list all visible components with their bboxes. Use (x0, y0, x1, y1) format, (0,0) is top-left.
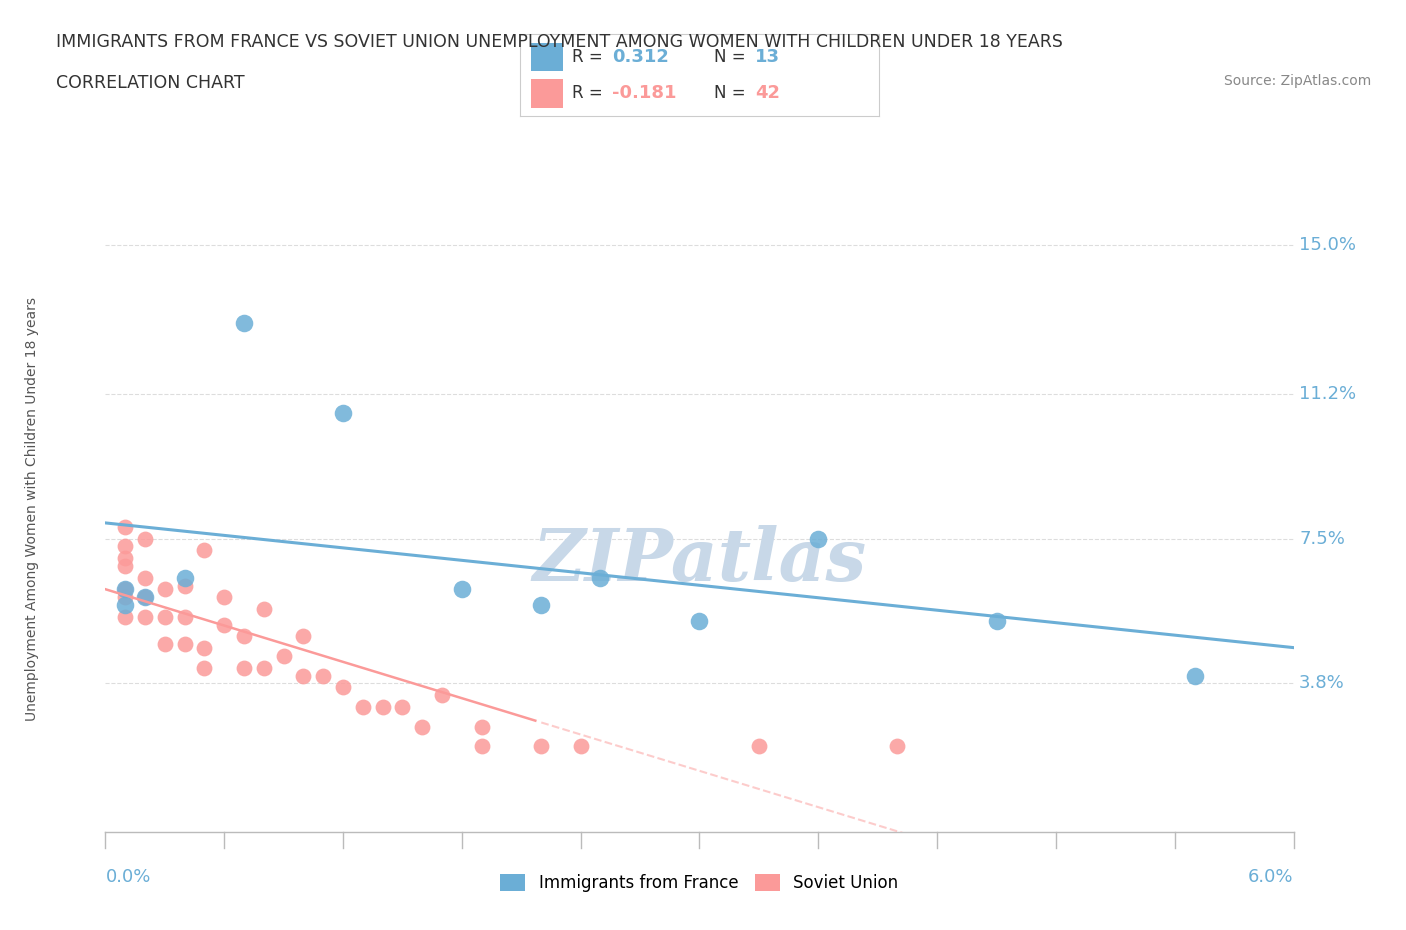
Text: N =: N = (714, 47, 751, 65)
Point (114, 598, 136, 613)
Point (332, 405, 354, 420)
Point (134, 570, 156, 585)
Text: -0.181: -0.181 (612, 85, 676, 102)
Point (173, 570, 195, 585)
Text: Source: ZipAtlas.com: Source: ZipAtlas.com (1223, 74, 1371, 88)
Point (214, 590, 236, 604)
Point (114, 519, 136, 534)
Text: 7.5%: 7.5% (1299, 529, 1346, 548)
Point (689, 614, 711, 629)
Point (153, 637, 176, 652)
Point (193, 641, 215, 656)
Bar (531, 43, 564, 72)
Text: IMMIGRANTS FROM FRANCE VS SOVIET UNION UNEMPLOYMENT AMONG WOMEN WITH CHILDREN UN: IMMIGRANTS FROM FRANCE VS SOVIET UNION U… (56, 33, 1063, 50)
Point (807, 531, 830, 546)
Point (193, 543, 215, 558)
Point (430, 688, 453, 703)
Text: CORRELATION CHART: CORRELATION CHART (56, 74, 245, 92)
Point (233, 315, 256, 330)
Text: ZIPatlas: ZIPatlas (533, 525, 866, 596)
Point (253, 660, 276, 675)
Bar (531, 79, 564, 108)
Text: 3.8%: 3.8% (1299, 674, 1346, 693)
Point (114, 582, 136, 597)
Text: R =: R = (572, 85, 609, 102)
Point (986, 614, 1008, 629)
Point (173, 609, 195, 624)
Point (153, 609, 176, 624)
Point (748, 738, 770, 753)
Text: Unemployment Among Women with Children Under 18 years: Unemployment Among Women with Children U… (25, 298, 39, 721)
Point (292, 629, 315, 644)
Point (312, 669, 335, 684)
Point (114, 551, 136, 565)
Text: 15.0%: 15.0% (1299, 236, 1357, 254)
Legend: Immigrants from France, Soviet Union: Immigrants from France, Soviet Union (494, 867, 905, 898)
Point (371, 699, 394, 714)
Point (1184, 669, 1206, 684)
Point (273, 648, 295, 663)
Point (114, 559, 136, 574)
Point (134, 609, 156, 624)
Text: 11.2%: 11.2% (1299, 385, 1357, 403)
Point (471, 719, 494, 734)
Point (569, 738, 592, 753)
Point (886, 738, 908, 753)
Point (114, 582, 136, 597)
Point (233, 629, 256, 644)
Point (134, 590, 156, 604)
Point (134, 531, 156, 546)
Point (471, 738, 494, 753)
Point (589, 570, 612, 585)
Point (292, 669, 315, 684)
Text: R =: R = (572, 47, 609, 65)
Point (450, 582, 472, 597)
Text: 13: 13 (755, 47, 780, 65)
Point (114, 539, 136, 554)
Text: 0.0%: 0.0% (105, 868, 150, 885)
Point (253, 602, 276, 617)
Text: N =: N = (714, 85, 751, 102)
Text: 6.0%: 6.0% (1249, 868, 1294, 885)
Point (173, 578, 195, 593)
Point (134, 590, 156, 604)
Text: 0.312: 0.312 (612, 47, 668, 65)
Point (530, 598, 553, 613)
Point (411, 719, 433, 734)
Point (214, 618, 236, 632)
Point (114, 609, 136, 624)
Point (352, 699, 374, 714)
Point (530, 738, 553, 753)
Point (193, 660, 215, 675)
Point (153, 582, 176, 597)
Point (173, 637, 195, 652)
Point (391, 699, 413, 714)
Point (233, 660, 256, 675)
Point (332, 680, 354, 695)
Point (114, 590, 136, 604)
Text: 42: 42 (755, 85, 780, 102)
